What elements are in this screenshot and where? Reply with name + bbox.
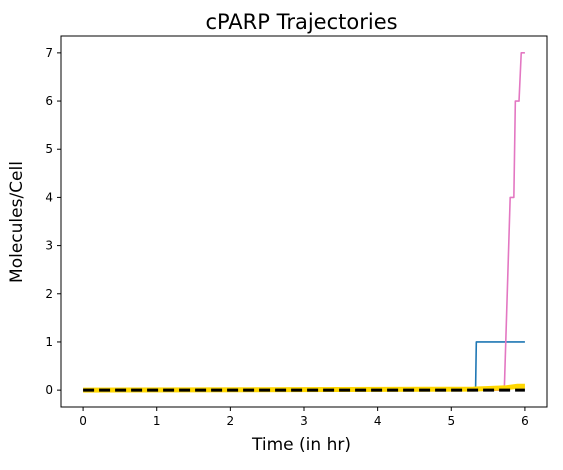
x-tick-label: 3 xyxy=(300,414,308,428)
y-tick-label: 2 xyxy=(45,287,53,301)
x-tick-label: 4 xyxy=(374,414,382,428)
tick-layer: 0 1 2 3 4 5 6 0 1 2 3 4 5 6 7 xyxy=(45,46,528,428)
x-tick-label: 5 xyxy=(447,414,455,428)
y-tick-label: 0 xyxy=(45,383,53,397)
y-tick-label: 6 xyxy=(45,94,53,108)
x-tick-label: 0 xyxy=(79,414,87,428)
y-tick-label: 4 xyxy=(45,190,53,204)
y-axis-label: Molecules/Cell xyxy=(7,161,27,283)
plot-frame xyxy=(60,35,548,408)
x-tick-label: 2 xyxy=(227,414,235,428)
x-tick-label: 1 xyxy=(153,414,161,428)
y-tick-label: 1 xyxy=(45,335,53,349)
y-tick-label: 7 xyxy=(45,46,53,60)
series-line-trajectory-pink xyxy=(83,52,525,391)
x-tick-label: 6 xyxy=(521,414,529,428)
x-axis-label: Time (in hr) xyxy=(251,435,351,455)
series-layer xyxy=(83,52,525,393)
y-tick-label: 3 xyxy=(45,239,53,253)
chart-title: cPARP Trajectories xyxy=(205,10,397,34)
y-tick-label: 5 xyxy=(45,142,53,156)
